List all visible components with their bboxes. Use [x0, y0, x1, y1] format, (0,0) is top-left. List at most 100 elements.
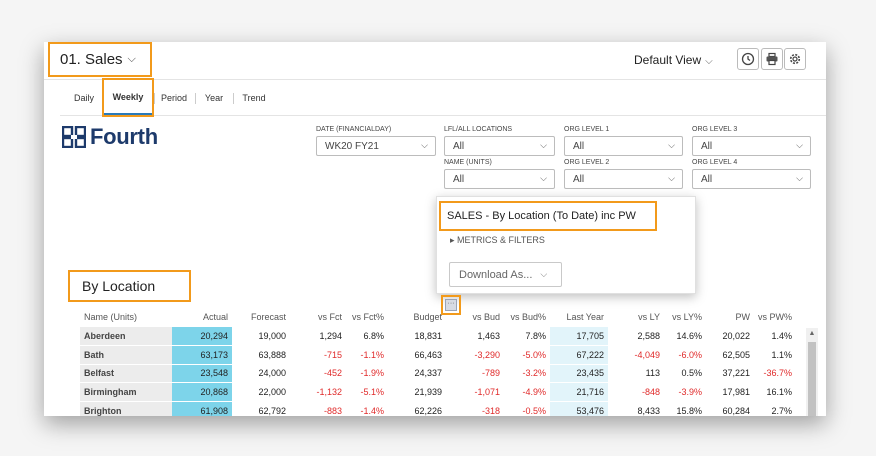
column-header[interactable]: vs LY [638, 312, 660, 322]
location-name-cell: Bath [80, 345, 172, 365]
widget-menu-button[interactable]: ··· [441, 295, 461, 315]
table-cell: -4,049 [608, 345, 664, 365]
filter-org-level-3[interactable]: All ⌵ [692, 136, 811, 156]
chevron-down-icon: ⌵ [796, 173, 803, 183]
table-cell: -0.5% [504, 401, 550, 416]
period-tabs: Daily Weekly Period Year Trend [60, 78, 826, 117]
table-cell: 53,476 [550, 401, 608, 416]
tab-trend[interactable]: Trend [235, 80, 273, 115]
download-as-button[interactable]: Download As... ⌵ [449, 262, 562, 287]
more-dots-icon: ··· [445, 299, 457, 311]
table-cell: 62,226 [388, 401, 446, 416]
column-header[interactable]: Last Year [566, 312, 604, 322]
table-cell: 37,221 [706, 364, 754, 384]
table-cell: 16.1% [754, 382, 797, 402]
table-cell: 14.6% [664, 327, 706, 347]
scroll-thumb[interactable] [808, 342, 816, 416]
tab-year[interactable]: Year [197, 80, 231, 115]
table-cell: -318 [446, 401, 504, 416]
table-cell: 113 [608, 364, 664, 384]
tab-period[interactable]: Period [156, 80, 192, 115]
table-cell: 22,000 [232, 382, 290, 402]
tab-label: Daily [73, 92, 94, 103]
filter-label-org2: ORG LEVEL 2 [564, 159, 610, 166]
table-cell: 61,908 [172, 401, 232, 416]
filter-value: All [453, 140, 465, 152]
schedule-button[interactable] [737, 48, 759, 70]
table-cell: -452 [290, 364, 346, 384]
table-cell: 24,000 [232, 364, 290, 384]
table-row[interactable]: Birmingham 20,868 22,000 -1,132 -5.1% 21,939-… [80, 382, 797, 402]
tab-label: Weekly [112, 91, 144, 102]
table-row[interactable]: Brighton 61,908 62,792 -883 -1.4% 62,226 -318-… [80, 401, 797, 416]
table-cell: -789 [446, 364, 504, 384]
table-cell: 15.8% [664, 401, 706, 416]
company-logo: Fourth [62, 124, 158, 150]
column-header[interactable]: Budget [413, 312, 442, 322]
filter-org-level-2[interactable]: All ⌵ [564, 169, 683, 189]
column-header[interactable]: vs Fct [318, 312, 342, 322]
chevron-down-icon: ⌵ [668, 173, 675, 183]
location-name-cell: Belfast [80, 364, 172, 384]
settings-button[interactable] [784, 48, 806, 70]
chevron-down-icon: ⌵ [540, 269, 548, 279]
table-cell: -6.0% [664, 345, 706, 365]
clock-icon [741, 52, 755, 66]
tab-divider [154, 93, 155, 104]
table-cell: 67,222 [550, 345, 608, 365]
table-cell: -36.7% [754, 364, 797, 384]
column-header[interactable]: vs LY% [672, 312, 702, 322]
table-cell: -3.9% [664, 382, 706, 402]
table-row[interactable]: Aberdeen 20,294 19,000 1,294 6.8% 18,831 1,463… [80, 327, 797, 347]
top-bar: 01. Sales ⌵ Default View ⌵ [44, 42, 826, 80]
tab-daily[interactable]: Daily [68, 80, 100, 115]
table-cell: 18,831 [388, 327, 446, 347]
metrics-filters-toggle[interactable]: ▸ METRICS & FILTERS [450, 235, 545, 246]
table-cell: 7.8% [504, 327, 550, 347]
column-header[interactable]: vs Bud% [510, 312, 546, 322]
chevron-down-icon: ⌵ [540, 140, 547, 150]
fourth-logo-icon [62, 126, 86, 148]
section-title: By Location [68, 270, 191, 302]
view-selector[interactable]: Default View ⌵ [634, 53, 713, 67]
column-header[interactable]: vs Fct% [351, 312, 384, 322]
table-scrollbar[interactable]: ▲ [806, 328, 818, 416]
table-cell: 19,000 [232, 327, 290, 347]
filter-org-level-1[interactable]: All ⌵ [564, 136, 683, 156]
tab-divider [195, 93, 196, 104]
chevron-down-icon: ⌵ [540, 173, 547, 183]
table-cell: -1,132 [290, 382, 346, 402]
table-row[interactable]: Bath 63,173 63,888 -715 -1.1% 66,463 -3,290 -5.… [80, 345, 797, 365]
table-cell: 62,505 [706, 345, 754, 365]
tab-weekly[interactable]: Weekly [102, 78, 154, 117]
dashboard-selector[interactable]: 01. Sales ⌵ [48, 42, 152, 77]
table-cell: -1,071 [446, 382, 504, 402]
scroll-up-icon[interactable]: ▲ [808, 330, 816, 337]
table-cell: -3,290 [446, 345, 504, 365]
location-name-cell: Birmingham [80, 382, 172, 402]
table-cell: -3.2% [504, 364, 550, 384]
table-row[interactable]: Belfast 23,548 24,000 -452 -1.9% 24,337 -789 -3… [80, 364, 797, 384]
table-cell: 20,868 [172, 382, 232, 402]
filter-value: All [453, 173, 465, 185]
column-header[interactable]: vs Bud [472, 312, 500, 322]
table-cell: 20,022 [706, 327, 754, 347]
filter-date[interactable]: WK20 FY21 ⌵ [316, 136, 436, 156]
column-header[interactable]: Name (Units) [84, 312, 138, 322]
location-name-cell: Aberdeen [80, 327, 172, 347]
table-cell: -1.1% [346, 345, 388, 365]
column-header[interactable]: Actual [202, 312, 228, 322]
column-header[interactable]: PW [735, 312, 751, 322]
table-cell: -1.9% [346, 364, 388, 384]
filter-value: All [701, 173, 713, 185]
filter-lfl-locations[interactable]: All ⌵ [444, 136, 555, 156]
table-cell: 24,337 [388, 364, 446, 384]
filter-label-lfl: LFL/ALL LOCATIONS [444, 126, 513, 133]
column-header[interactable]: Forecast [250, 312, 286, 322]
filter-org-level-4[interactable]: All ⌵ [692, 169, 811, 189]
table-cell: 60,284 [706, 401, 754, 416]
filter-name-units[interactable]: All ⌵ [444, 169, 555, 189]
table-cell: 23,435 [550, 364, 608, 384]
print-button[interactable] [761, 48, 783, 70]
column-header[interactable]: vs PW% [758, 312, 793, 322]
